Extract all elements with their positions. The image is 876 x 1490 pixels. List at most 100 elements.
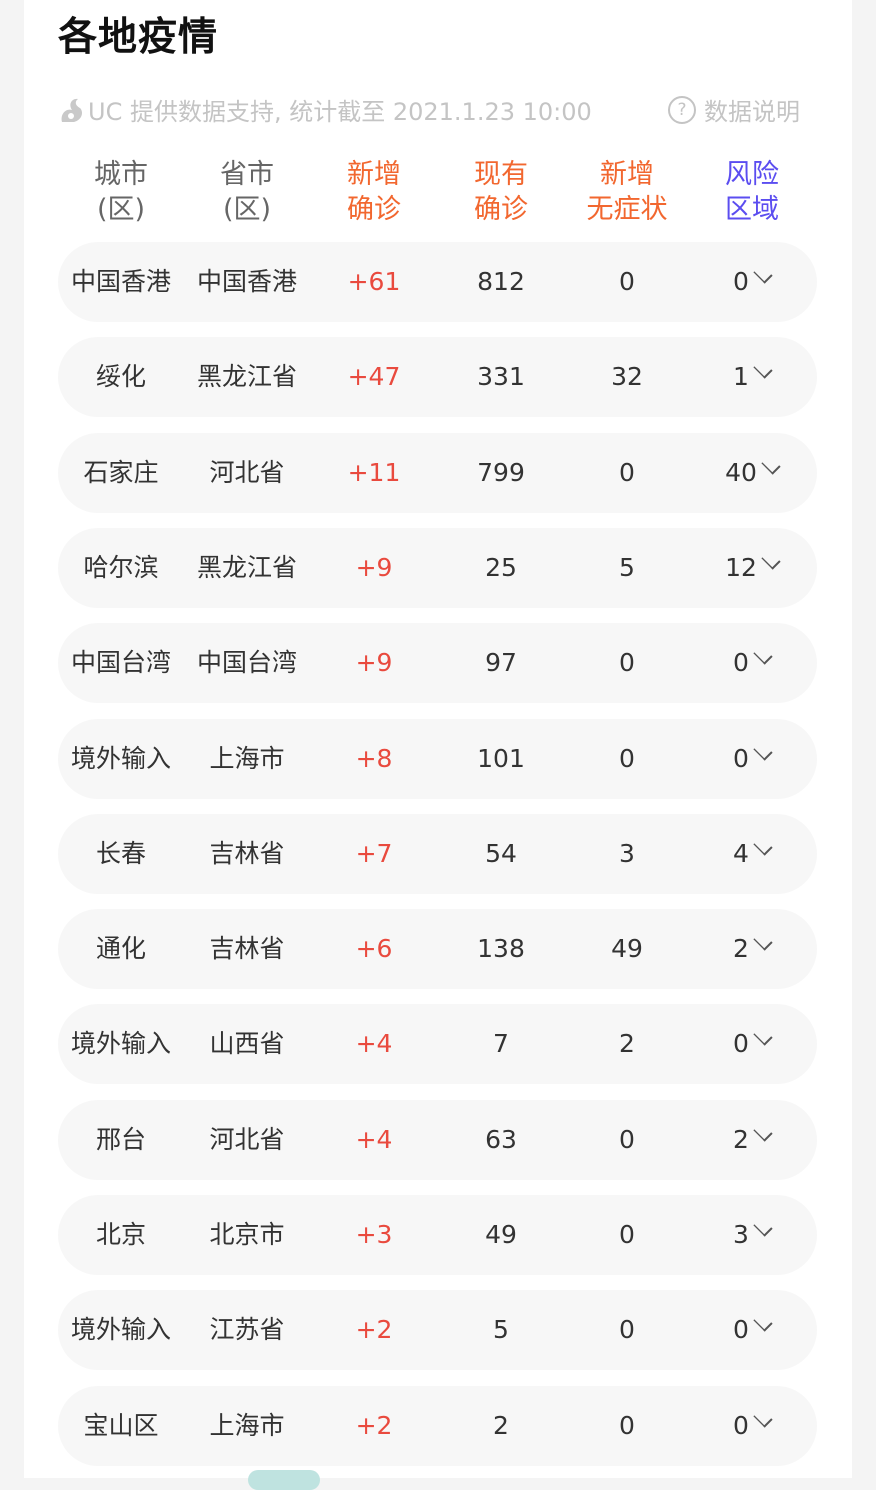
header-line2: (区) <box>96 194 146 225</box>
cell-current: 54 <box>485 838 517 868</box>
cell-risk[interactable]: 0 <box>689 623 815 703</box>
risk-count: 2 <box>733 1124 749 1154</box>
cell-current: 331 <box>477 362 525 392</box>
risk-count: 0 <box>733 267 749 296</box>
header-line2: 区域 <box>725 194 779 225</box>
cell-risk[interactable]: 0 <box>689 1386 815 1466</box>
cell-risk[interactable]: 0 <box>689 1290 815 1370</box>
header-line1: 新增 <box>600 159 654 190</box>
cell-asymptomatic: 0 <box>619 743 635 773</box>
cell-new-confirmed: +2 <box>355 1315 393 1345</box>
table-row[interactable]: 境外输入 上海市 +8 101 0 0 <box>58 718 817 799</box>
cell-new-confirmed: +9 <box>355 648 393 678</box>
cell-current: 101 <box>477 743 525 773</box>
cell-current: 5 <box>493 1315 509 1345</box>
cell-current: 138 <box>477 934 525 964</box>
cell-asymptomatic: 49 <box>611 934 643 964</box>
table-row[interactable]: 中国香港 中国香港 +61 812 0 0 <box>58 242 817 322</box>
cell-risk[interactable]: 2 <box>689 909 815 989</box>
cell-province: 上海市 <box>209 1410 285 1440</box>
chevron-down-icon[interactable] <box>753 264 773 284</box>
risk-count: 1 <box>733 362 749 392</box>
cell-current: 97 <box>485 648 517 678</box>
cell-asymptomatic: 0 <box>619 1220 635 1249</box>
header-current-confirmed: 现有 确诊 <box>441 157 561 227</box>
risk-count: 0 <box>733 1029 749 1059</box>
cell-province: 河北省 <box>209 457 285 487</box>
table-row[interactable]: 宝山区 上海市 +2 2 0 0 <box>58 1385 817 1466</box>
cell-asymptomatic: 32 <box>611 362 643 392</box>
table-row[interactable]: 长春 吉林省 +7 54 3 4 <box>58 813 817 894</box>
chevron-down-icon[interactable] <box>753 1122 773 1142</box>
table-row[interactable]: 邢台 河北省 +4 63 0 2 <box>58 1099 817 1180</box>
chevron-down-icon[interactable] <box>753 1026 773 1047</box>
cell-asymptomatic: 3 <box>619 838 635 868</box>
cell-asymptomatic: 0 <box>619 1315 635 1345</box>
cell-risk[interactable]: 0 <box>689 242 815 322</box>
data-explanation-label: 数据说明 <box>704 98 800 126</box>
cell-province: 吉林省 <box>209 838 285 868</box>
chevron-down-icon[interactable] <box>753 836 773 856</box>
cell-city: 境外输入 <box>70 743 171 773</box>
data-source: UC 提供数据支持, 统计截至 2021.1.23 10:00 <box>58 92 592 127</box>
cell-risk[interactable]: 40 <box>689 433 815 513</box>
chevron-down-icon[interactable] <box>761 454 781 475</box>
table-row[interactable]: 通化 吉林省 +6 138 49 2 <box>58 909 817 990</box>
risk-count: 0 <box>733 743 749 773</box>
cell-new-confirmed: +7 <box>355 838 393 868</box>
risk-count: 12 <box>725 552 757 582</box>
cell-asymptomatic: 0 <box>619 457 635 487</box>
chevron-down-icon[interactable] <box>753 931 773 951</box>
cell-province: 吉林省 <box>209 934 285 964</box>
table-row[interactable]: 石家庄 河北省 +11 799 0 40 <box>58 432 817 513</box>
bottom-tab-peek[interactable] <box>248 1470 320 1490</box>
risk-count: 2 <box>733 934 749 964</box>
table-row[interactable]: 中国台湾 中国台湾 +9 97 0 0 <box>58 623 817 704</box>
cell-city: 邢台 <box>95 1124 146 1154</box>
chevron-down-icon[interactable] <box>753 740 773 761</box>
chevron-down-icon[interactable] <box>753 1217 773 1237</box>
table-row[interactable]: 绥化 黑龙江省 +47 331 32 1 <box>58 337 817 418</box>
table-row[interactable]: 境外输入 山西省 +4 7 2 0 <box>58 1004 817 1085</box>
header-line1: 城市 <box>94 159 148 190</box>
cell-current: 799 <box>477 457 525 487</box>
cell-province: 黑龙江省 <box>196 552 297 582</box>
cell-current: 49 <box>485 1220 517 1249</box>
chevron-down-icon[interactable] <box>753 359 773 379</box>
header-line2: 无症状 <box>586 194 668 225</box>
cell-new-confirmed: +8 <box>355 743 393 773</box>
cell-risk[interactable]: 3 <box>689 1195 815 1275</box>
risk-count: 40 <box>725 457 757 487</box>
cell-new-confirmed: +6 <box>355 934 393 964</box>
chevron-down-icon[interactable] <box>761 550 781 570</box>
header-line2: (区) <box>222 194 272 225</box>
cell-province: 上海市 <box>209 743 285 773</box>
chevron-down-icon[interactable] <box>753 1312 773 1332</box>
cell-province: 河北省 <box>209 1124 285 1154</box>
cell-city: 绥化 <box>95 362 146 392</box>
cell-risk[interactable]: 12 <box>689 528 815 608</box>
data-explanation-link[interactable]: ? 数据说明 <box>668 92 800 127</box>
cell-new-confirmed: +9 <box>355 552 393 582</box>
cell-province: 山西省 <box>209 1029 285 1059</box>
cell-risk[interactable]: 0 <box>689 1004 815 1084</box>
cell-risk[interactable]: 2 <box>689 1100 815 1180</box>
cell-new-confirmed: +11 <box>347 457 401 487</box>
cell-asymptomatic: 0 <box>619 1410 635 1440</box>
chevron-down-icon[interactable] <box>753 1407 773 1428</box>
table-row[interactable]: 哈尔滨 黑龙江省 +9 25 5 12 <box>58 527 817 608</box>
risk-count: 3 <box>733 1220 749 1249</box>
risk-count: 4 <box>733 838 749 868</box>
header-new-asymptomatic: 新增 无症状 <box>567 157 687 227</box>
cell-risk[interactable]: 1 <box>689 337 815 417</box>
question-icon: ? <box>668 95 696 124</box>
table-row[interactable]: 北京 北京市 +3 49 0 3 <box>58 1195 817 1275</box>
cell-asymptomatic: 2 <box>619 1029 635 1059</box>
cell-asymptomatic: 0 <box>619 648 635 678</box>
cell-risk[interactable]: 4 <box>689 814 815 894</box>
cell-city: 宝山区 <box>83 1410 159 1440</box>
cell-risk[interactable]: 0 <box>689 719 815 799</box>
chevron-down-icon[interactable] <box>753 645 773 665</box>
cell-new-confirmed: +47 <box>347 362 401 392</box>
table-row[interactable]: 境外输入 江苏省 +2 5 0 0 <box>58 1290 817 1371</box>
